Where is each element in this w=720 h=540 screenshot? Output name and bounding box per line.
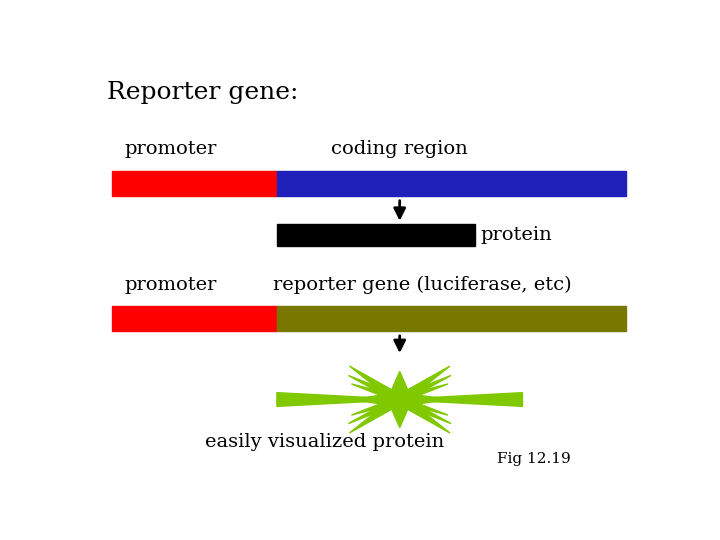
Polygon shape: [397, 384, 448, 402]
Polygon shape: [348, 397, 403, 423]
Text: coding region: coding region: [331, 140, 468, 158]
Bar: [112, 171, 277, 196]
Text: Reporter gene:: Reporter gene:: [107, 82, 298, 104]
Polygon shape: [397, 397, 448, 415]
Text: promoter: promoter: [125, 140, 217, 158]
Polygon shape: [277, 393, 523, 407]
Polygon shape: [349, 397, 405, 433]
Bar: [277, 224, 475, 246]
Polygon shape: [395, 366, 450, 402]
Bar: [277, 306, 626, 331]
Polygon shape: [396, 375, 451, 402]
Polygon shape: [351, 384, 402, 402]
Bar: [112, 306, 277, 331]
Polygon shape: [348, 375, 403, 402]
Text: protein: protein: [481, 226, 552, 244]
Bar: [277, 171, 626, 196]
Polygon shape: [395, 397, 450, 433]
Polygon shape: [349, 366, 405, 402]
Polygon shape: [396, 397, 451, 423]
Polygon shape: [351, 397, 402, 415]
Text: Fig 12.19: Fig 12.19: [498, 452, 571, 466]
Text: reporter gene (luciferase, etc): reporter gene (luciferase, etc): [273, 276, 572, 294]
Polygon shape: [349, 372, 450, 428]
Text: easily visualized protein: easily visualized protein: [204, 433, 444, 451]
Text: promoter: promoter: [125, 276, 217, 294]
